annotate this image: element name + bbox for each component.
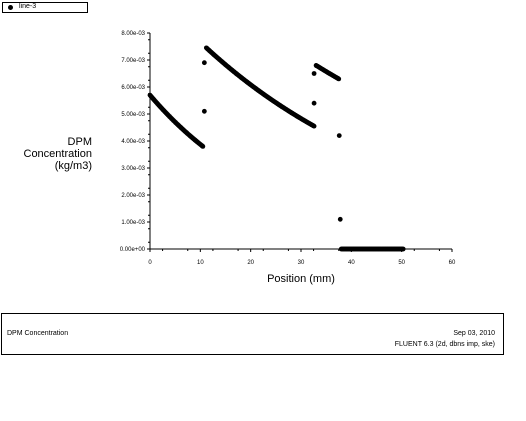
filled-circle-icon xyxy=(8,5,13,10)
y-tick-label: 5.00e-03 xyxy=(121,112,145,118)
y-axis-label-line-2: Concentration xyxy=(23,148,93,160)
x-tick-label: 20 xyxy=(247,260,254,266)
footer-plot-name: DPM Concentration xyxy=(7,330,69,337)
x-tick-label: 60 xyxy=(449,260,456,266)
data-points xyxy=(147,45,406,252)
data-point xyxy=(336,133,342,139)
x-tick-label: 10 xyxy=(197,260,204,266)
y-tick-label: 1.00e-03 xyxy=(121,220,145,226)
data-point xyxy=(311,100,317,106)
data-point xyxy=(336,76,342,82)
data-point xyxy=(400,246,406,252)
data-point xyxy=(311,123,317,129)
footer-version: FLUENT 6.3 (2d, dbns imp, ske) xyxy=(394,341,495,348)
ticks: 0.00e+00 1.00e-03 2.00e-03 3.00e-03 4.00e-03… xyxy=(120,31,456,266)
data-point xyxy=(201,60,207,66)
y-tick-label: 4.00e-03 xyxy=(121,139,145,145)
legend: line-3 xyxy=(2,2,88,13)
y-tick-label: 2.00e-03 xyxy=(121,193,145,199)
data-point xyxy=(201,108,207,114)
y-tick-label: 7.00e-03 xyxy=(121,58,145,64)
y-axis-label-line-3: (kg/m3) xyxy=(54,160,92,172)
y-axis-label: DPM Concentration (kg/m3) xyxy=(2,136,93,172)
y-tick-label: 8.00e-03 xyxy=(121,31,145,37)
x-tick-label: 0 xyxy=(148,260,152,266)
legend-label: line-3 xyxy=(19,3,37,10)
x-tick-label: 30 xyxy=(298,260,305,266)
data-point xyxy=(337,216,343,222)
data-point xyxy=(311,71,317,76)
y-axis-label-line-1: DPM xyxy=(67,136,92,148)
x-tick-label: 40 xyxy=(348,260,355,266)
x-axis-label: Position (mm) xyxy=(267,273,335,285)
y-tick-label: 3.00e-03 xyxy=(121,166,145,172)
x-tick-label: 50 xyxy=(398,260,405,266)
y-tick-label: 0.00e+00 xyxy=(120,247,146,253)
footer-date: Sep 03, 2010 xyxy=(453,330,495,337)
data-point xyxy=(200,144,206,149)
y-tick-label: 6.00e-03 xyxy=(121,85,145,91)
footer-panel: DPM Concentration Sep 03, 2010 FLUENT 6.… xyxy=(1,313,504,355)
